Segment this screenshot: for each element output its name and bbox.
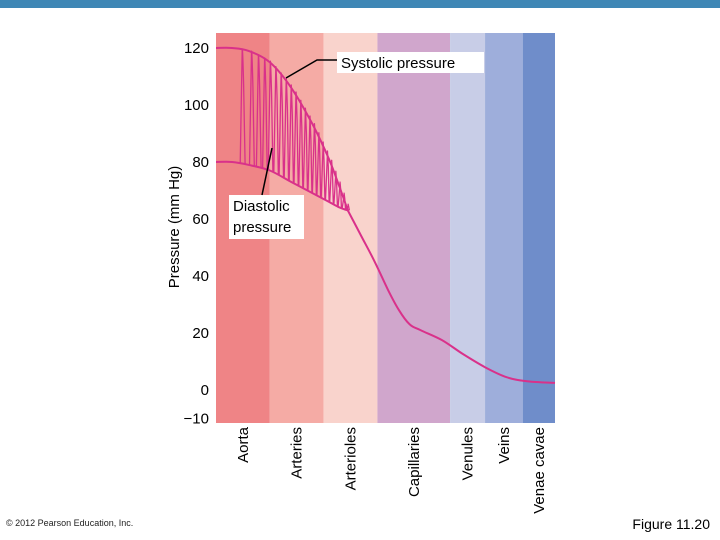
region-venae-cavae bbox=[522, 33, 555, 423]
series-line-systolic-pressure bbox=[215, 46, 349, 211]
y-tick-label: 40 bbox=[192, 268, 209, 285]
top-bar bbox=[0, 0, 720, 8]
region-veins bbox=[485, 33, 523, 423]
diastolic-label-line1: Diastolic bbox=[233, 198, 290, 215]
region-label-aorta: Aorta bbox=[235, 426, 252, 463]
region-capillaries bbox=[377, 33, 451, 423]
region-label-veins: Veins bbox=[496, 427, 513, 464]
region-label-capillaries: Capillaries bbox=[406, 427, 423, 497]
region-label-arterioles: Arterioles bbox=[343, 427, 360, 490]
region-arterioles bbox=[323, 33, 378, 423]
y-tick-label: 120 bbox=[184, 40, 209, 57]
systolic-label: Systolic pressure bbox=[341, 55, 455, 72]
y-axis-ticks: 120 100 80 60 40 20 0 −10 bbox=[184, 40, 209, 428]
diastolic-label-line2: pressure bbox=[233, 219, 291, 236]
y-tick-label: 0 bbox=[201, 382, 209, 399]
systolic-leader-line bbox=[285, 59, 337, 79]
y-tick-label: 60 bbox=[192, 211, 209, 228]
copyright-text: © 2012 Pearson Education, Inc. bbox=[6, 518, 134, 528]
y-tick-label: −10 bbox=[184, 411, 209, 428]
region-labels: Aorta Arteries Arterioles Capillaries Venule… bbox=[235, 426, 548, 513]
series-line-mean-pressure-decline bbox=[346, 209, 556, 384]
series-line-diastolic-pressure bbox=[215, 160, 349, 212]
y-tick-label: 100 bbox=[184, 97, 209, 114]
region-label-venules: Venules bbox=[460, 427, 477, 480]
diastolic-leader-line bbox=[261, 147, 273, 196]
region-label-arteries: Arteries bbox=[289, 427, 306, 479]
region-label-venae-cavae: Venae cavae bbox=[531, 427, 548, 514]
figure-label: Figure 11.20 bbox=[632, 516, 710, 532]
y-tick-label: 80 bbox=[192, 154, 209, 171]
y-tick-label: 20 bbox=[192, 325, 209, 342]
pressure-curves bbox=[215, 46, 556, 384]
diastolic-label-box bbox=[229, 195, 304, 239]
y-axis-label: Pressure (mm Hg) bbox=[166, 166, 183, 289]
systolic-label-box bbox=[337, 52, 484, 73]
